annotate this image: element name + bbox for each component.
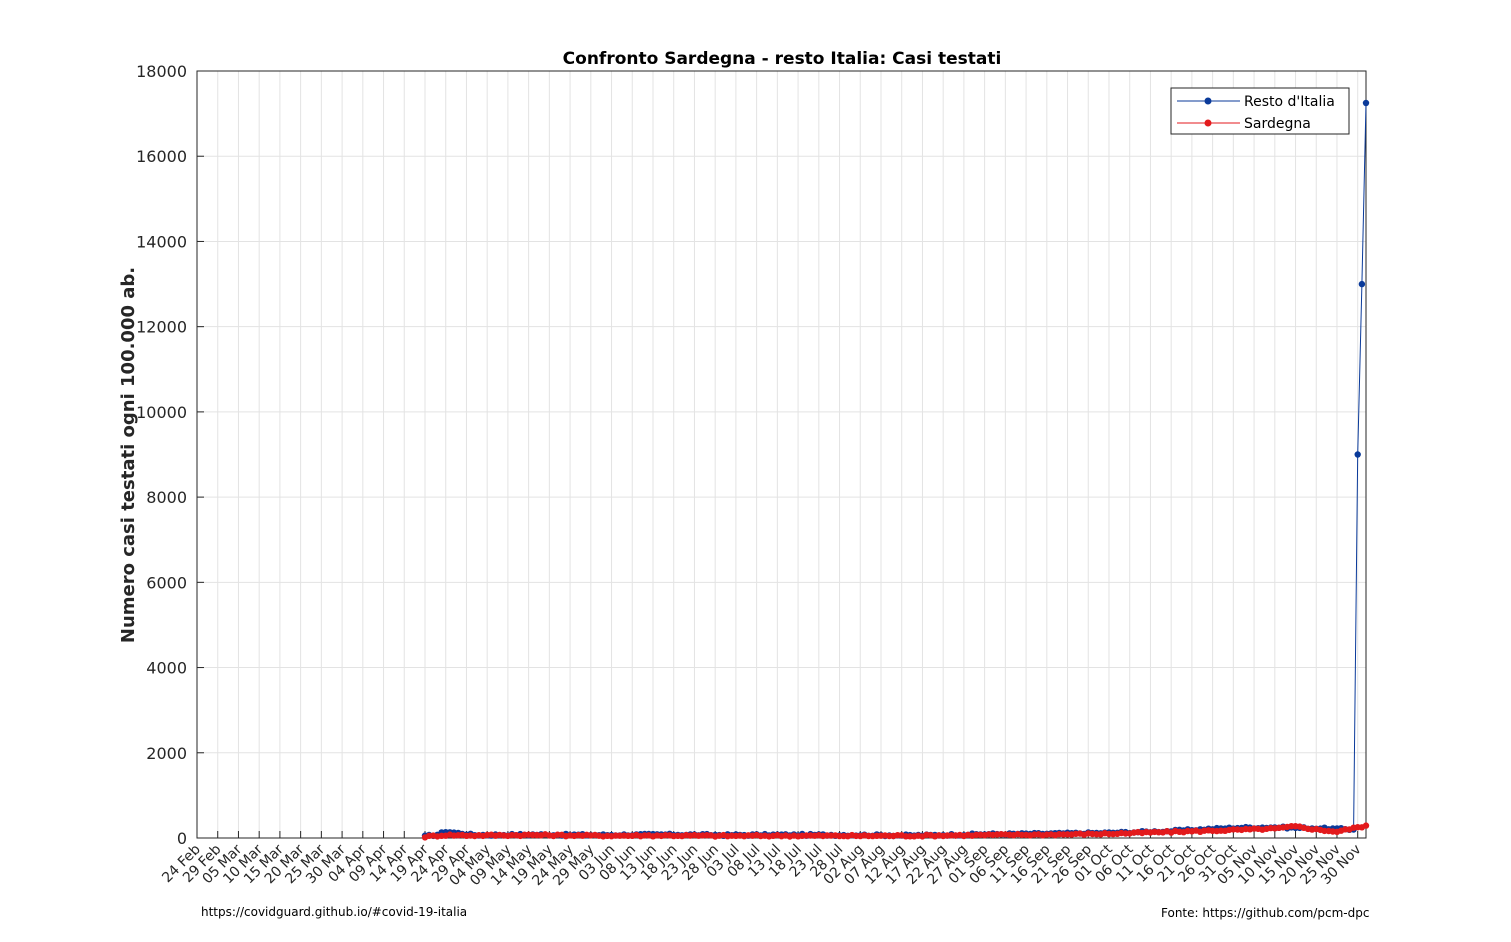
footer-source-url: https://covidguard.github.io/#covid-19-i… (201, 905, 468, 919)
series-point (1362, 822, 1370, 829)
y-tick-label: 12000 (136, 318, 187, 337)
grid (196, 70, 1366, 839)
series-layer (421, 99, 1370, 841)
y-tick-label: 0 (177, 829, 187, 848)
footer-data-source: Fonte: https://github.com/pcm-dpc (1161, 906, 1370, 920)
chart-title: Confronto Sardegna - resto Italia: Casi … (563, 49, 1002, 69)
legend-label: Resto d'Italia (1244, 94, 1335, 110)
series-point (1358, 280, 1366, 288)
legend-marker (1204, 97, 1212, 105)
legend-marker (1204, 119, 1212, 127)
y-tick-label: 10000 (136, 403, 187, 422)
plot-area-frame (196, 70, 1367, 839)
series-point (1362, 99, 1370, 107)
legend-box (1170, 87, 1350, 135)
legend: Resto d'Italia Sardegna (1170, 87, 1350, 135)
series-point (1354, 451, 1361, 458)
series-line (424, 102, 1367, 837)
legend-label: Sardegna (1244, 116, 1311, 132)
y-tick-label: 4000 (146, 659, 187, 678)
y-tick-label: 18000 (136, 62, 187, 81)
y-tick-label: 2000 (146, 744, 187, 763)
y-tick-label: 14000 (136, 232, 187, 251)
y-tick-label: 8000 (146, 488, 187, 507)
series-sardegna (421, 822, 1370, 841)
axes: 0 2000 4000 6000 8000 10000 12000 14000 16000 180… (136, 62, 1367, 889)
y-tick-label: 6000 (146, 573, 187, 592)
y-axis-label: Numero casi testati ogni 100.000 ab. (118, 267, 139, 643)
y-tick-label: 16000 (136, 147, 187, 166)
series-resto-italia (421, 99, 1370, 840)
